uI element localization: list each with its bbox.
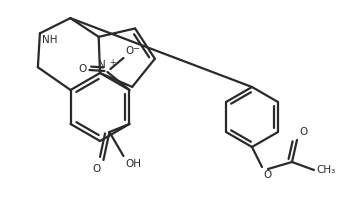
Text: O: O (125, 46, 134, 56)
Text: +: + (110, 58, 116, 67)
Text: O: O (299, 127, 307, 137)
Text: NH: NH (42, 35, 57, 45)
Text: O: O (78, 64, 86, 74)
Text: OH: OH (125, 159, 141, 169)
Text: −: − (132, 44, 140, 53)
Text: O: O (263, 170, 271, 180)
Text: N: N (98, 60, 105, 70)
Text: O: O (92, 164, 100, 174)
Text: CH₃: CH₃ (316, 165, 335, 175)
